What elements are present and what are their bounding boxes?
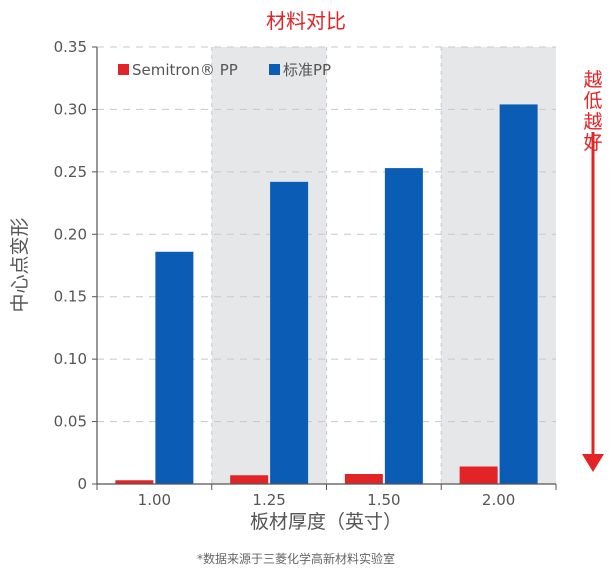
shaded-band-3 <box>441 47 556 484</box>
y-tick-label: 0.15 <box>54 288 87 306</box>
bar-semitron-3 <box>459 466 498 484</box>
bar-semitron-0 <box>115 480 154 484</box>
bar-standard-pp-0 <box>155 251 194 484</box>
legend-swatch-standard-pp <box>269 64 280 75</box>
y-tick-label: 0.35 <box>54 38 87 56</box>
shaded-band-1 <box>211 47 327 484</box>
gridlines <box>97 46 556 484</box>
y-tick-label: 0 <box>77 475 87 493</box>
chart-title: 材料对比 <box>266 9 346 33</box>
footnote: *数据来源于三菱化学高新材料实验室 <box>197 551 395 566</box>
y-tick-labels: 0 0.05 0.10 0.15 0.20 0.25 0.30 0.35 <box>54 38 87 493</box>
bar-semitron-1 <box>230 475 269 484</box>
legend-swatch-semitron <box>118 64 129 75</box>
x-axis-title: 板材厚度（英寸） <box>250 511 402 533</box>
y-tick-label: 0.05 <box>54 413 87 431</box>
x-tick-label: 1.25 <box>252 491 285 509</box>
x-tick-label: 1.50 <box>367 491 400 509</box>
y-axis-title: 中心点变形 <box>9 217 31 312</box>
down-arrow-icon <box>582 454 604 472</box>
x-tick-labels: 1.00 1.25 1.50 2.00 <box>138 491 516 509</box>
x-tick-label: 2.00 <box>482 491 515 509</box>
bar-standard-pp-2 <box>384 168 423 484</box>
bar-standard-pp-3 <box>499 104 538 484</box>
axes <box>92 46 557 490</box>
legend-label-standard-pp: 标准PP <box>283 61 331 79</box>
y-tick-label: 0.20 <box>54 225 87 243</box>
x-tick-label: 1.00 <box>138 491 171 509</box>
y-tick-label: 0.30 <box>54 100 87 118</box>
lower-is-better-annotation: 越低越好 <box>582 69 604 472</box>
y-tick-label: 0.10 <box>54 350 87 368</box>
legend-label-semitron: Semitron® PP <box>132 61 238 79</box>
y-tick-label: 0.25 <box>54 163 87 181</box>
bar-standard-pp-1 <box>270 181 309 485</box>
bars <box>115 104 538 485</box>
bar-semitron-2 <box>344 474 383 484</box>
legend: Semitron® PP 标准PP <box>118 61 331 79</box>
